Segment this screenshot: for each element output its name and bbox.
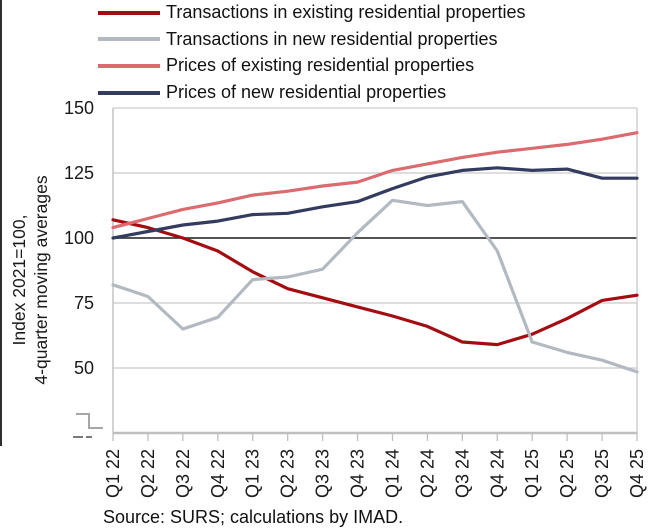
legend-label: Prices of new residential properties <box>166 82 447 103</box>
x-axis-tick-label: Q3 24 <box>452 449 472 498</box>
y-axis-title-line: Index 2021=100, <box>9 215 29 346</box>
axis-break-icon <box>76 413 103 429</box>
series-line-1 <box>111 198 639 374</box>
legend-item-0: Transactions in existing residential pro… <box>98 0 526 26</box>
y-axis-tick-label: 50 <box>74 358 94 378</box>
legend-item-2: Prices of existing residential propertie… <box>98 52 474 79</box>
chart-legend: Transactions in existing residential pro… <box>0 0 650 106</box>
x-axis-tick-label: Q4 23 <box>348 449 368 498</box>
x-axis-tick-label: Q2 22 <box>138 449 158 498</box>
y-axis-tick-label: 100 <box>64 228 94 248</box>
legend-swatch-icon <box>98 90 160 95</box>
x-axis-tick-label: Q3 25 <box>592 449 612 498</box>
series-line-2 <box>111 131 639 230</box>
x-axis-tick-label: Q1 23 <box>243 449 263 498</box>
legend-swatch-icon <box>98 63 160 68</box>
x-axis-tick-label: Q4 24 <box>487 449 507 498</box>
x-axis-tick-label: Q1 25 <box>522 449 542 498</box>
x-axis-tick-label: Q2 23 <box>278 449 298 498</box>
source-note: Source: SURS; calculations by IMAD. <box>103 507 404 527</box>
legend-item-3: Prices of new residential properties <box>98 79 446 106</box>
x-axis-tick-label: Q2 25 <box>557 449 577 498</box>
x-axis-tick-label: Q2 24 <box>417 449 437 498</box>
legend-swatch-icon <box>98 10 160 15</box>
legend-label: Prices of existing residential propertie… <box>166 55 475 76</box>
x-axis-tick-label: Q3 23 <box>313 449 333 498</box>
x-axis-tick-label: Q4 25 <box>627 449 647 498</box>
y-axis-tick-label: 125 <box>64 163 94 183</box>
legend-item-1: Transactions in new residential properti… <box>98 26 498 53</box>
figure-left-border <box>0 0 2 446</box>
x-axis-tick-label: Q1 24 <box>382 449 402 498</box>
y-axis-title-line: 4-quarter moving averages <box>31 175 51 384</box>
series-line-0 <box>111 218 639 347</box>
legend-label: Transactions in existing residential pro… <box>166 2 526 22</box>
legend-swatch-icon <box>98 37 160 42</box>
y-axis-tick-label: 75 <box>74 293 94 313</box>
y-axis-tick-label: 150 <box>64 98 94 118</box>
x-axis-tick-label: Q1 22 <box>103 449 123 498</box>
legend-label: Transactions in new residential properti… <box>166 28 498 49</box>
x-axis-tick-label: Q4 22 <box>208 449 228 498</box>
series-line-3 <box>111 166 639 240</box>
x-axis-tick-label: Q3 22 <box>173 449 193 498</box>
